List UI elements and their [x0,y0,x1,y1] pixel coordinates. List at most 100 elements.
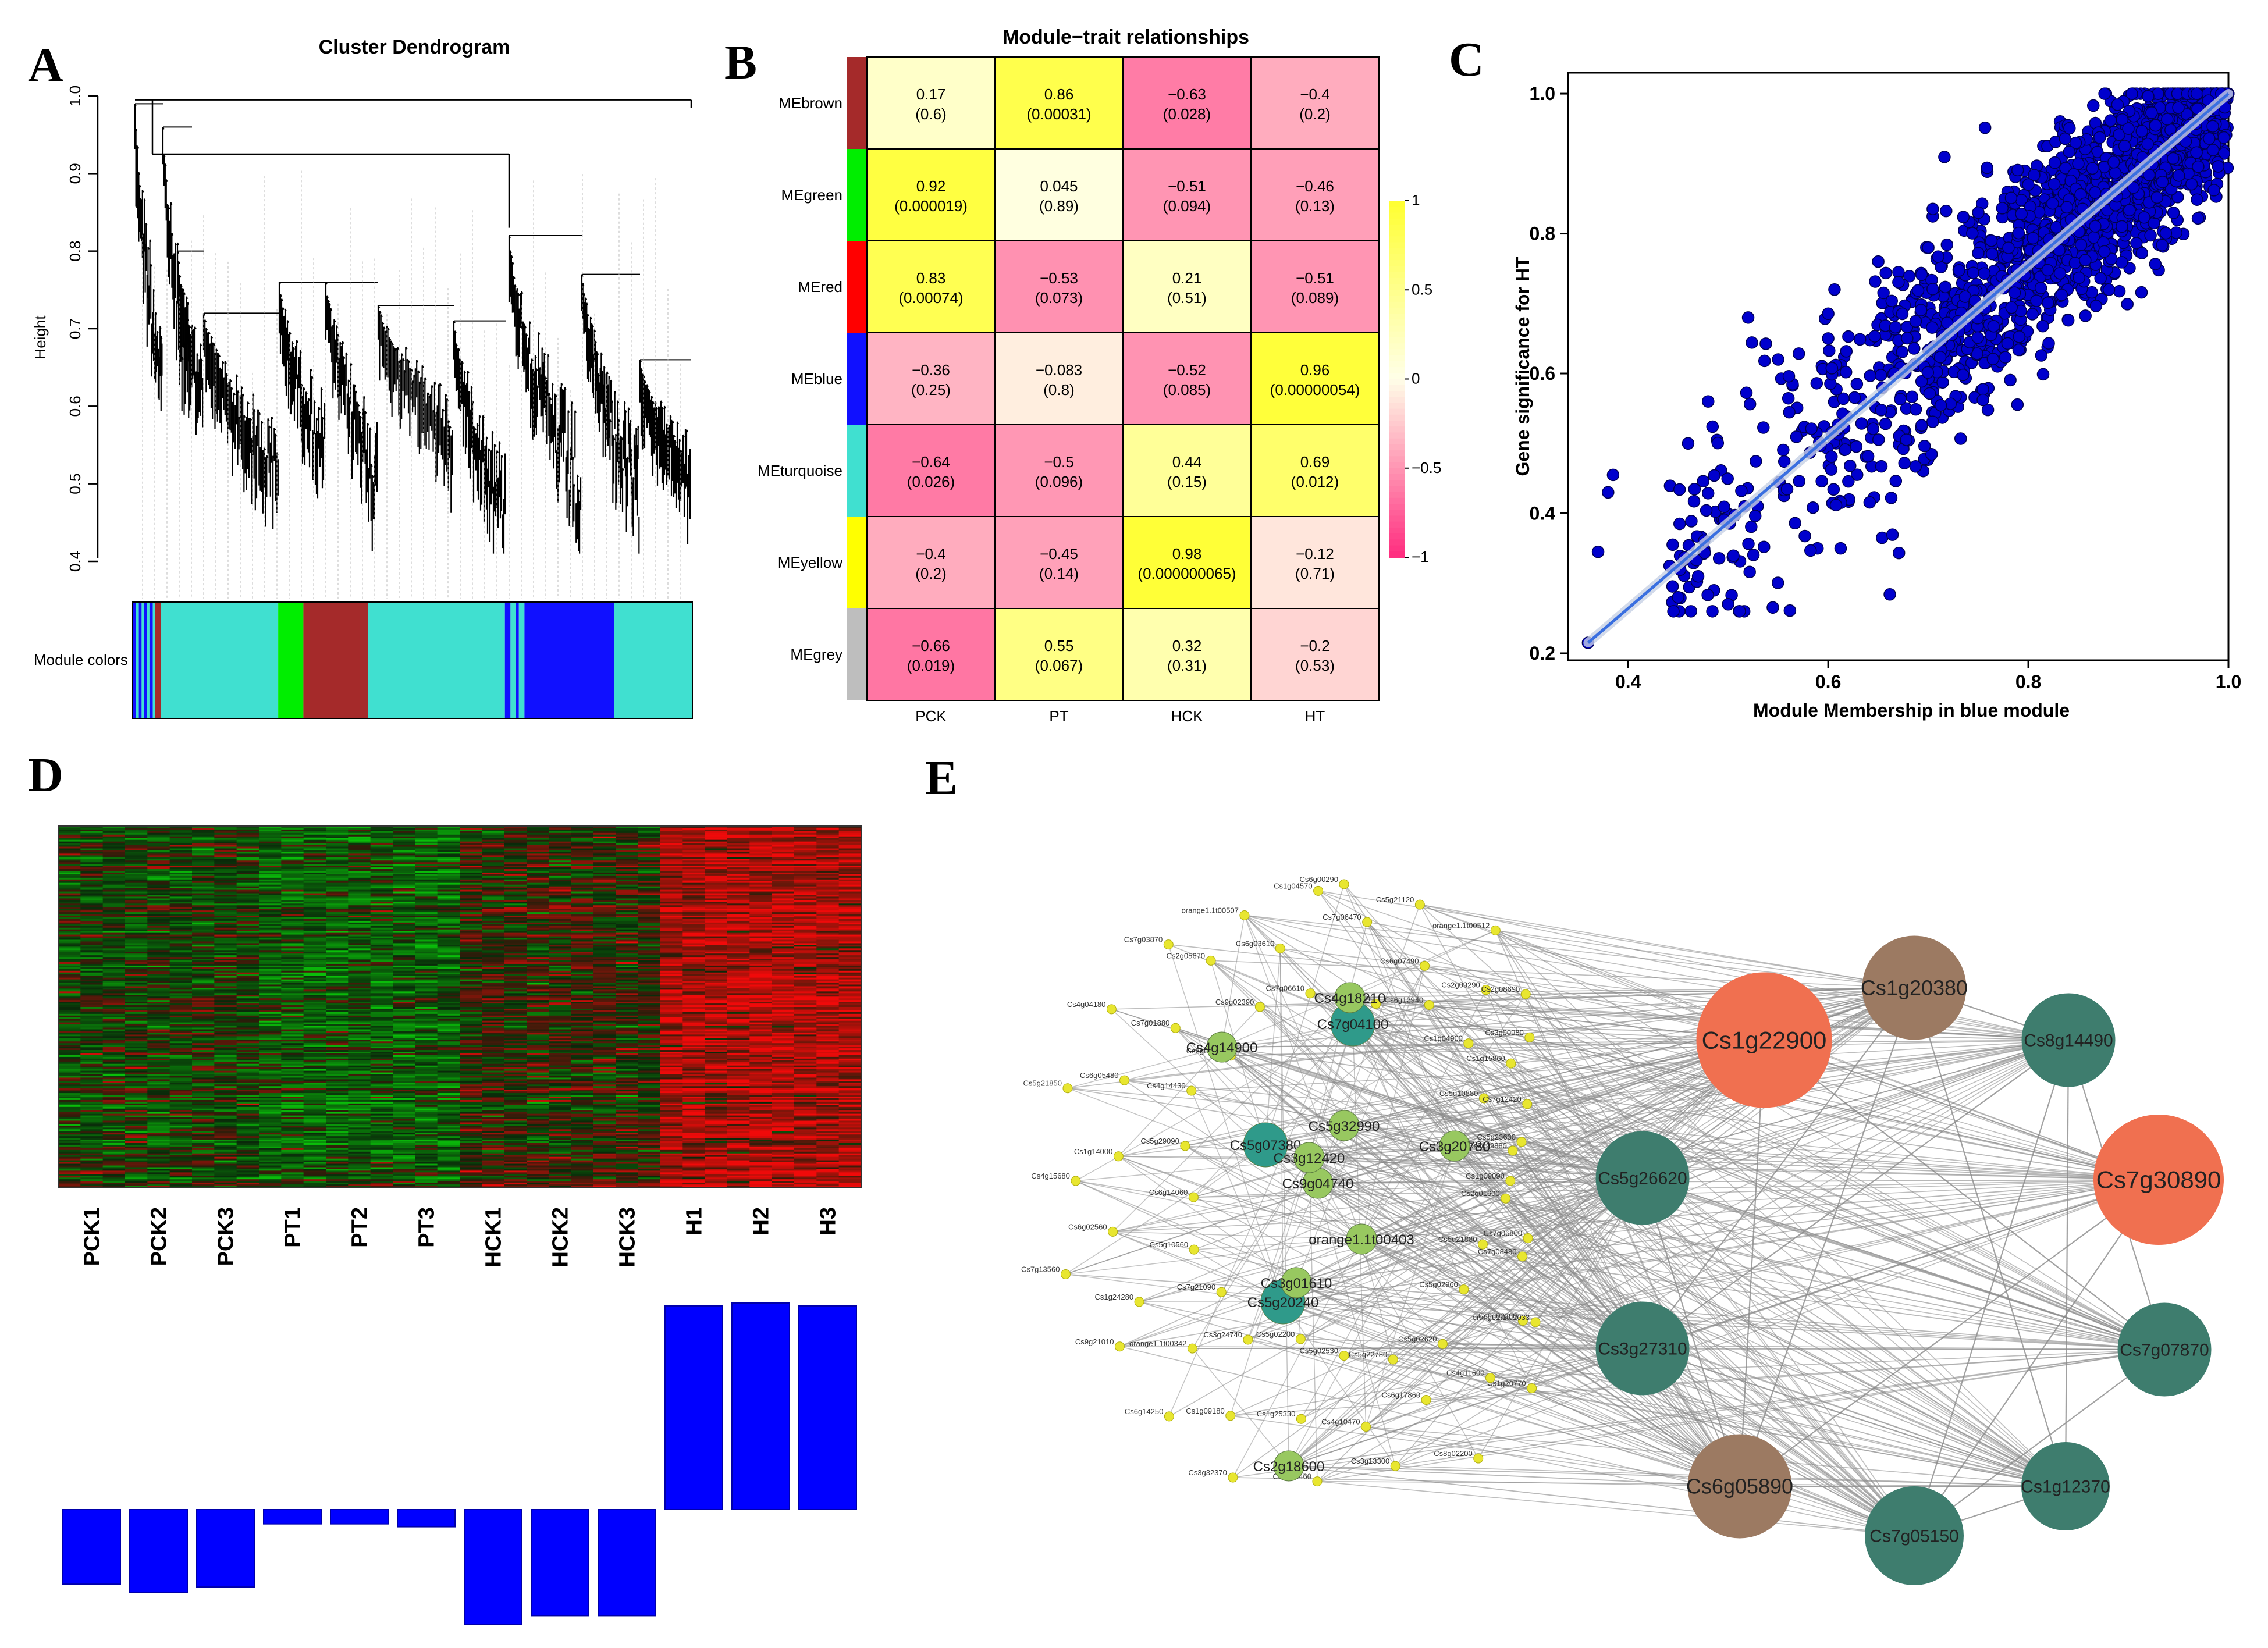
dendrogram-branch [280,294,282,297]
scatter-point [1701,487,1715,500]
dendrogram-branch [405,346,408,350]
heatmap-cell-value: −0.2 [1300,637,1329,654]
dendrogram-branch [417,370,420,373]
scatter-point [2012,226,2025,240]
dendrogram-branch [378,305,381,308]
scatter-point [1986,353,2000,365]
dendrogram-y-label: Height [31,315,49,360]
legend-step [1389,421,1405,428]
scatter-point [1954,432,1967,445]
dendrogram-branch [583,293,585,296]
scatter-point [1981,161,1993,175]
scatter-point [1921,366,1935,379]
scatter-point [1885,492,1898,504]
legend-step [1389,492,1405,499]
scatter-point [1851,468,1864,481]
legend-step [1389,331,1405,338]
scatter-point [1667,605,1680,618]
scatter-point [1966,227,1979,240]
legend-step [1389,480,1405,487]
scatter-point [2098,87,2111,100]
dendrogram-branch [673,434,676,437]
scatter-point [1907,342,1921,355]
scatter-point [1722,598,1734,611]
dendrogram-branch [567,410,570,414]
scatter-point [2190,87,2203,100]
dendrogram-branch [135,129,138,131]
heatmap-cell-value: −0.45 [1040,545,1078,563]
module-swatch-grey [847,608,866,700]
scatter-point [1957,211,1970,223]
dendrogram-branch [247,401,250,404]
scatter-point [2011,398,2024,411]
scatter-point [1823,344,1836,357]
dendrogram-branch [577,474,580,478]
scatter-point [1591,545,1605,558]
scatter-point [1922,241,1935,254]
scatter-point [1889,475,1903,487]
scatter-point [1898,457,1911,469]
scatter-point [2012,343,2025,357]
dendrogram-branch [356,401,359,405]
module-label-turquoise: MEturquoise [758,462,842,479]
dendrogram-branch [536,385,539,389]
module-color-segment [147,602,150,718]
heatmap-cell-pvalue: (0.51) [1167,289,1207,307]
scatter-point [2104,114,2117,127]
heatmap-cell-value: 0.83 [916,269,946,287]
dendrogram-branch [494,444,496,447]
scatter-point [1810,377,1823,390]
scatter-point [1749,455,1762,468]
heatmap-cell-value: −0.51 [1296,269,1334,287]
scatter-point [1822,307,1835,321]
dendrogram-branch [543,353,546,356]
legend-step [1389,343,1405,350]
scatter-point [1883,588,1896,601]
dendrogram-branch [213,343,216,346]
module-color-segment [504,602,511,718]
dendrogram-branch [644,380,646,383]
scatter-point [1711,436,1725,450]
scatter-point [1872,255,1885,268]
scatter-point [1886,528,1899,541]
scatter-point [2063,145,2076,158]
dendrogram-branch [581,274,584,277]
dendrogram-branch [271,416,274,419]
scatter-point [2034,282,2047,294]
heatmap-cell [994,148,1124,241]
dendrogram-branch [275,433,278,437]
dendrogram-branch [184,307,187,310]
dendrogram-branch [445,393,448,397]
dendrogram-branch [177,251,179,254]
dendrogram-branch [336,325,339,328]
scatter-point [2113,284,2126,298]
heatmap-rows: MEbrown 0.17 (0.6) 0.86 (0.00031) −0.63 (0.028… [758,56,1380,701]
dendrogram-branch [158,348,160,352]
dendrogram-branch [219,367,222,371]
scatter-point [2115,256,2128,269]
heatmap-cell [1250,56,1380,150]
dendrogram-branch [592,324,594,328]
dendrogram-branch [672,421,674,423]
heatmap-cell-value: −0.36 [912,361,950,379]
legend-tick-label: −0.5 [1412,459,1441,476]
legend-tick-label: 0.5 [1412,280,1432,298]
module-label-red: MEred [798,278,842,296]
dendrogram-branch [343,355,346,359]
dendrogram-branch [285,308,287,312]
dendrogram-branch [160,336,163,339]
legend-step [1389,218,1405,225]
dendrogram-branch [670,415,672,418]
dendrogram-branch [186,296,189,300]
dendrogram-branch [358,411,361,414]
dendrogram-branch [276,452,279,455]
scatter-point [2116,220,2128,233]
dendrogram-branch [267,418,270,421]
dendrogram-branch [218,354,221,357]
heatmap-cell-pvalue: (0.31) [1167,657,1207,674]
scatter-point [1889,321,1902,334]
dendrogram-branch [573,483,576,487]
dendrogram-branch [164,163,167,167]
module-color-segment [524,602,614,718]
dendrogram-branch [538,332,541,335]
